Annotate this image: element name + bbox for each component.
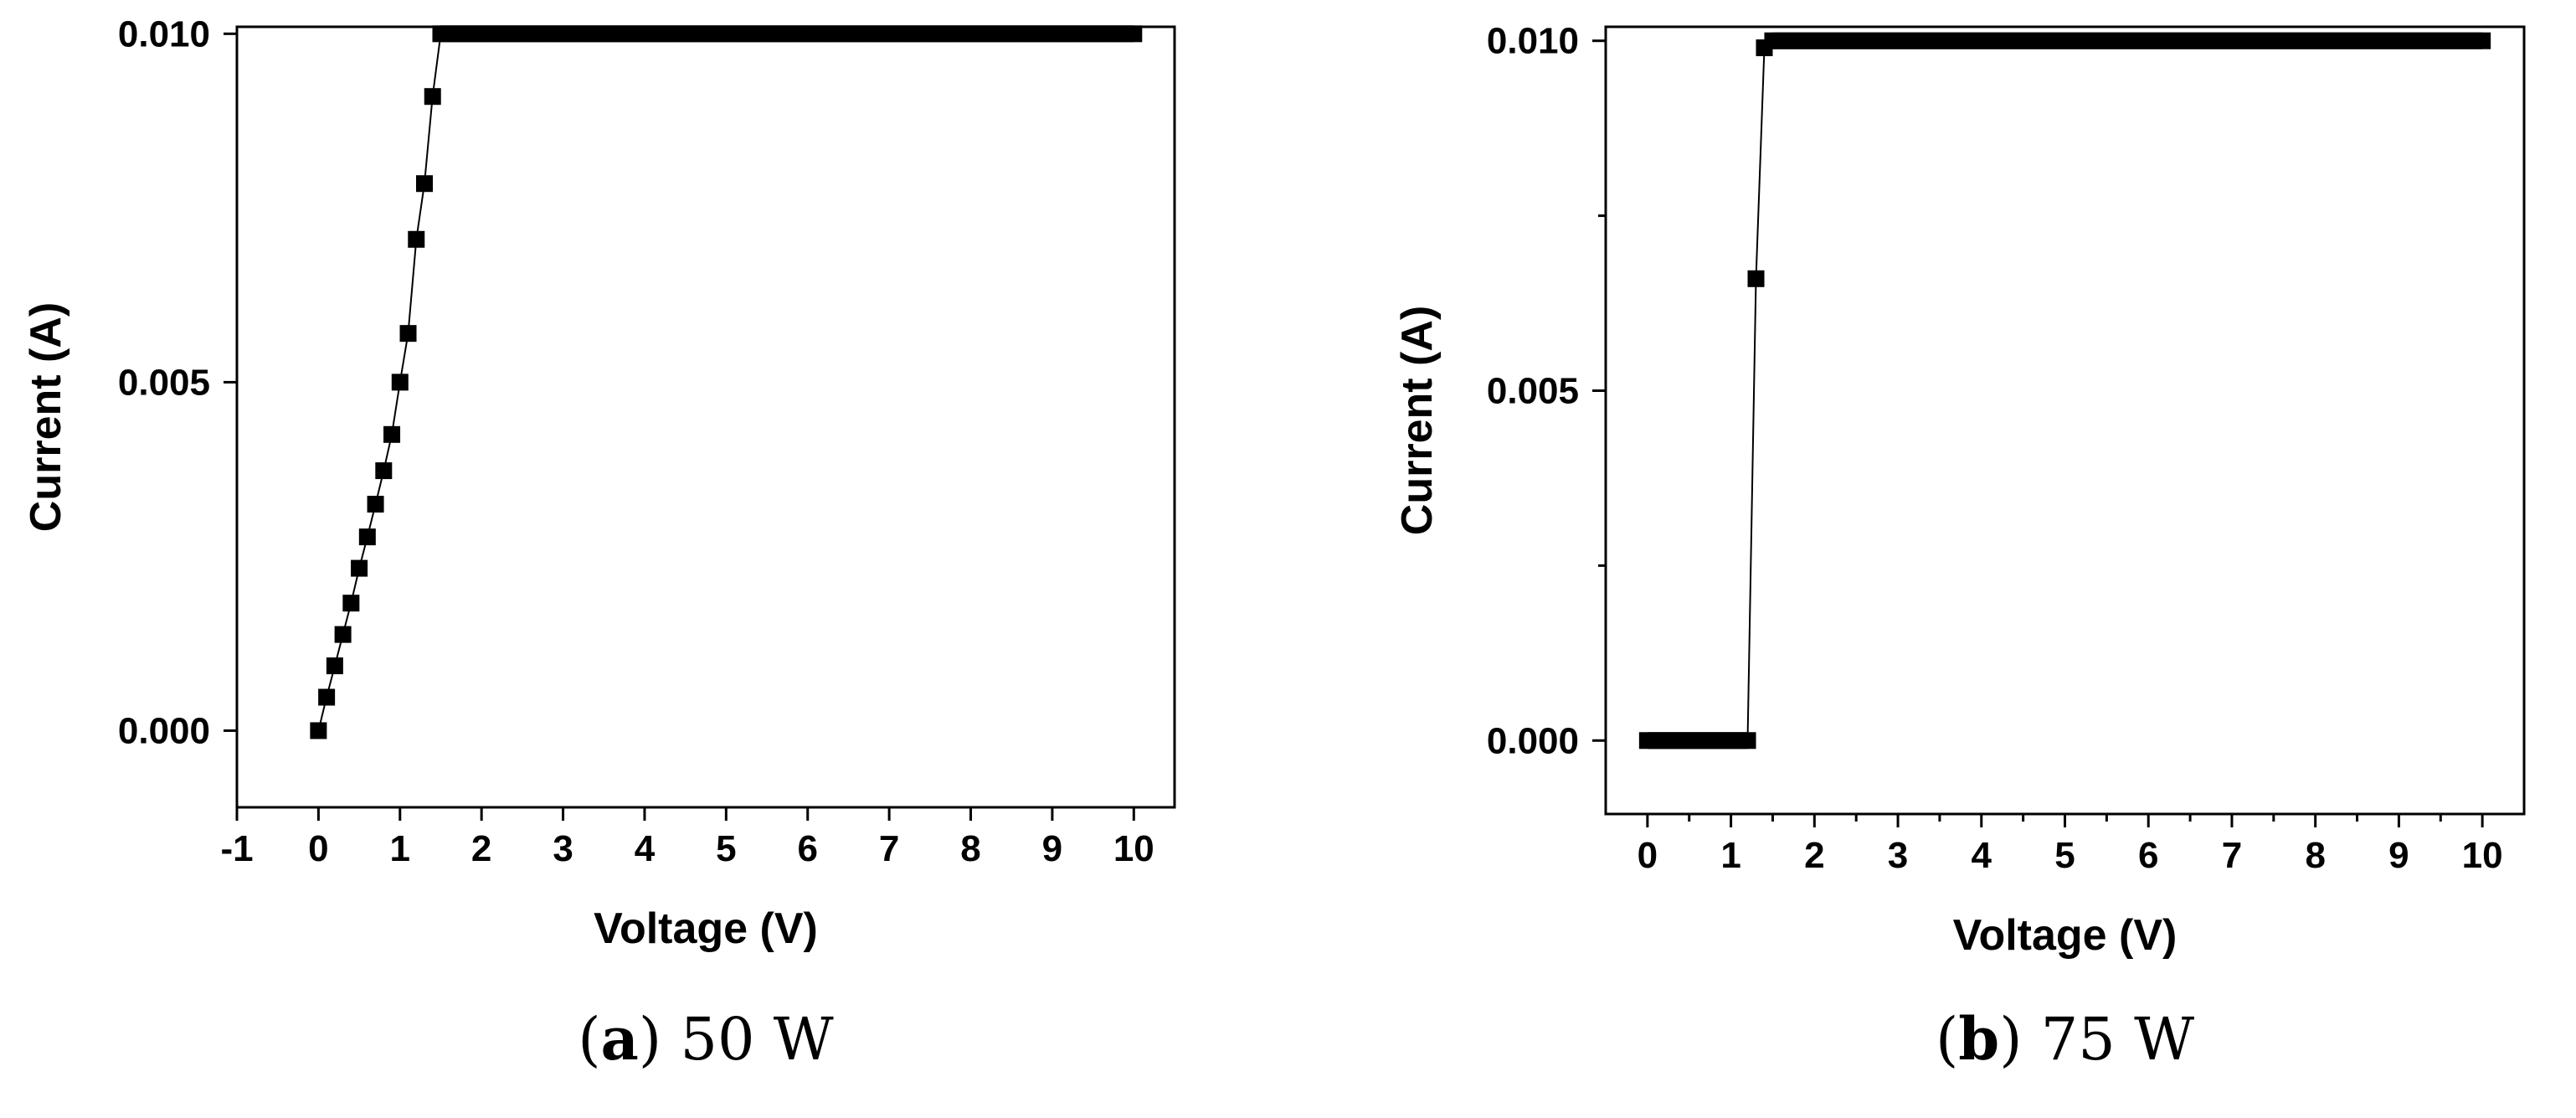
data-point [1125, 25, 1143, 43]
data-point [383, 425, 401, 443]
caption-text: 50 W [680, 1005, 833, 1074]
caption-text: 75 W [2041, 1005, 2194, 1074]
data-point [391, 374, 409, 391]
y-tick-label: 0.010 [1487, 21, 1579, 62]
y-tick-label: 0.005 [1487, 370, 1579, 411]
data-point [310, 722, 327, 739]
series-line [317, 33, 1134, 731]
plot-frame [1604, 25, 2526, 816]
x-tick-label: 4 [1972, 835, 1992, 876]
x-tick-label: 3 [1888, 835, 1908, 876]
x-tick-label: 7 [2222, 835, 2242, 876]
data-point [318, 688, 336, 706]
plot-frame [235, 25, 1176, 809]
x-tick-label: 8 [960, 828, 980, 869]
x-tick-label: 10 [2462, 835, 2503, 876]
x-tick-label: 3 [553, 828, 573, 869]
data-point [399, 325, 417, 343]
y-tick-label: 0.010 [118, 13, 210, 54]
x-tick-label: 9 [2388, 835, 2409, 876]
y-tick-label: 0.000 [1487, 720, 1579, 761]
x-tick-label: 6 [797, 828, 817, 869]
y-tick-label: 0.005 [118, 362, 210, 403]
x-tick-label: 5 [2054, 835, 2075, 876]
data-point [1747, 270, 1765, 287]
x-tick-label: 1 [390, 828, 410, 869]
y-axis-title: Current (A) [22, 302, 70, 532]
panel-a: -1 0 1 2 3 4 5 6 7 8 9 10 0.000 0.005 0.010 Voltage (V)… [22, 13, 1176, 1074]
x-tick-label: 5 [716, 828, 736, 869]
x-axis-title: Voltage (V) [1953, 911, 2178, 960]
x-axis-title: Voltage (V) [594, 904, 818, 953]
data-point [367, 496, 384, 513]
x-tick-label: 2 [471, 828, 491, 869]
data-point [358, 528, 376, 546]
data-point [1739, 732, 1756, 750]
x-tick-label: 7 [879, 828, 899, 869]
y-tick-label: 0.000 [118, 710, 210, 751]
data-point [408, 230, 425, 248]
data-point [424, 88, 441, 106]
data-point [351, 559, 368, 577]
panel-b: 0 1 2 3 4 5 6 7 8 9 10 0.000 0.005 0.010 Voltage (V) Cu… [1393, 21, 2526, 1074]
x-tick-label: 8 [2305, 835, 2325, 876]
x-tick-label: 4 [635, 828, 656, 869]
data-point [2474, 32, 2491, 49]
data-point [416, 175, 433, 193]
x-tick-label: 6 [2138, 835, 2158, 876]
caption-letter: a [601, 1004, 639, 1074]
x-tick-label: 0 [1638, 835, 1658, 876]
x-tick-label: 1 [1720, 835, 1740, 876]
panel-caption: (a) 50 W [578, 1004, 834, 1074]
x-tick-label: 2 [1804, 835, 1824, 876]
x-tick-label: -1 [220, 828, 253, 869]
y-axis-title: Current (A) [1393, 306, 1442, 535]
x-tick-label: 9 [1042, 828, 1062, 869]
x-tick-label: 0 [308, 828, 328, 869]
data-point [334, 626, 352, 643]
data-point [342, 595, 360, 612]
caption-letter: b [1958, 1004, 1999, 1074]
data-point [375, 462, 393, 480]
x-tick-label: 10 [1113, 828, 1154, 869]
data-point [326, 657, 343, 675]
panel-caption: (b) 75 W [1936, 1004, 2194, 1074]
series-line [1647, 39, 2483, 742]
